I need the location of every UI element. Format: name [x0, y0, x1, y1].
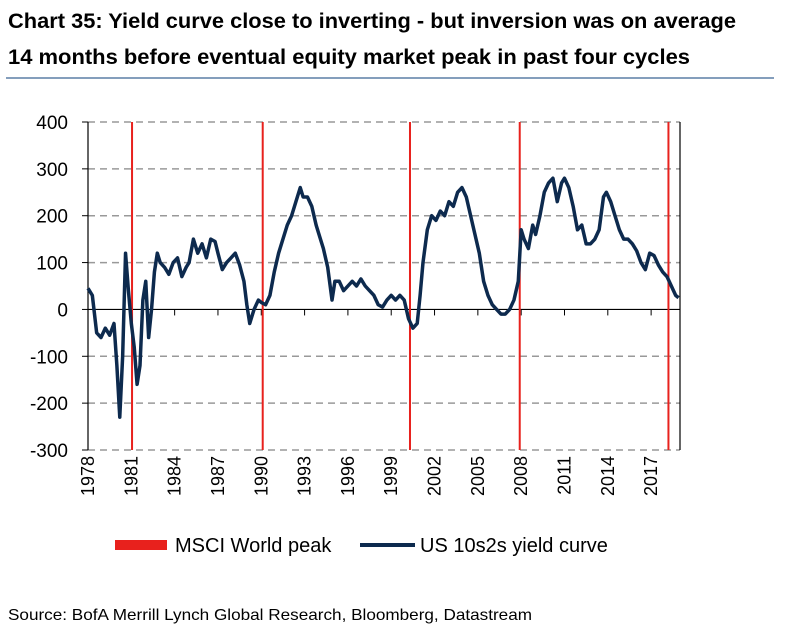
x-tick-label: 1987 — [208, 456, 228, 496]
x-tick-label: 1990 — [251, 456, 271, 496]
y-tick-label: -100 — [30, 347, 68, 368]
x-tick-label: 1999 — [381, 456, 401, 496]
y-tick-label: -200 — [30, 394, 68, 415]
legend-label: US 10s2s yield curve — [420, 535, 608, 557]
x-tick-label: 2008 — [511, 456, 531, 496]
y-tick-label: 400 — [36, 113, 68, 134]
legend-swatch — [115, 540, 167, 550]
y-tick-label: 200 — [36, 207, 68, 228]
chart-title: 14 months before eventual equity market … — [8, 46, 690, 69]
x-tick-label: 1978 — [78, 456, 98, 496]
x-tick-label: 2011 — [554, 456, 574, 495]
y-tick-label: 100 — [36, 254, 68, 275]
x-tick-label: 2002 — [425, 456, 445, 496]
x-tick-label: 2017 — [641, 456, 661, 496]
x-tick-label: 1981 — [121, 456, 141, 496]
chart-title: Chart 35: Yield curve close to inverting… — [8, 10, 736, 33]
x-tick-label: 2005 — [468, 456, 488, 496]
x-tick-label: 1993 — [295, 456, 315, 496]
y-tick-label: -300 — [30, 441, 68, 462]
y-tick-label: 300 — [36, 160, 68, 181]
x-tick-label: 1996 — [338, 456, 358, 496]
y-tick-label: 0 — [57, 300, 68, 321]
x-tick-label: 1984 — [165, 456, 185, 496]
legend-label: MSCI World peak — [175, 535, 332, 557]
x-tick-label: 2014 — [598, 456, 618, 496]
source-note: Source: BofA Merrill Lynch Global Resear… — [8, 607, 532, 624]
yield-curve-line — [86, 176, 680, 419]
